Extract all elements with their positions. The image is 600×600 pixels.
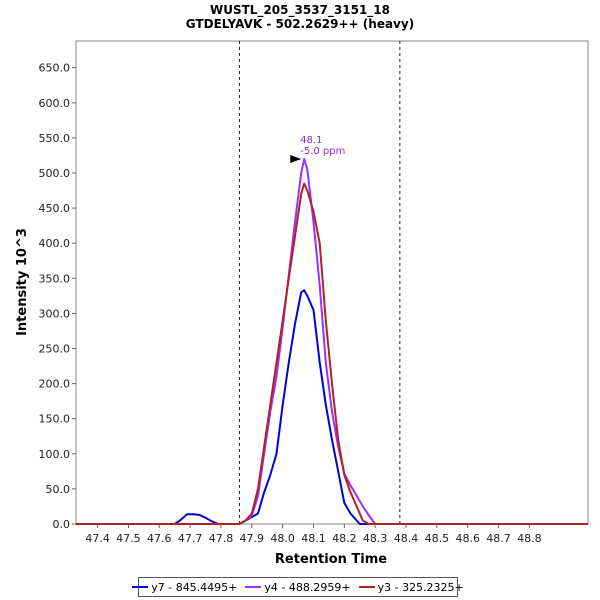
legend-item: y7 - 845.4495+ [132, 581, 237, 594]
legend-label: y7 - 845.4495+ [151, 580, 238, 594]
y-tick-label: 250.0 [39, 342, 71, 355]
chart-subtitle: GTDELYAVK - 502.2629++ (heavy) [185, 17, 415, 31]
plot-area [75, 40, 589, 525]
peak-annotation-ppm: -5.0 ppm [300, 146, 345, 157]
legend-item: y4 - 488.2959+ [245, 580, 351, 594]
y-tick-label: 650.0 [39, 62, 71, 75]
x-tick-label: 48.1 [301, 532, 326, 545]
x-tick-label: 47.6 [147, 532, 172, 545]
y-tick-label: 50.0 [46, 483, 71, 496]
x-axis-label: Retention Time [275, 552, 387, 567]
series-line-1 [76, 289, 588, 525]
y-tick-label: 450.0 [39, 202, 71, 215]
peak-marker-arrow [290, 154, 302, 163]
x-tick-label: 47.8 [209, 532, 234, 545]
y-tick-label: 600.0 [39, 97, 71, 110]
y-tick-label: 300.0 [39, 307, 71, 320]
peak-annotation-rt: 48.1 [300, 135, 322, 146]
legend-swatch [132, 586, 149, 588]
chart-legend: y7 - 845.4495+ y4 - 488.2959+ y3 - 325.232… [132, 577, 464, 597]
legend-swatch [358, 586, 375, 588]
x-tick-label: 47.5 [116, 532, 141, 545]
y-tick-label: 500.0 [39, 167, 71, 180]
y-tick-label: 400.0 [39, 237, 71, 250]
y-tick-label: 150.0 [39, 413, 71, 426]
x-tick-label: 48.8 [517, 532, 542, 545]
y-axis-label: Intensity 10^3 [15, 228, 30, 336]
x-tick-label: 47.9 [240, 532, 265, 545]
y-tick-label: 100.0 [39, 448, 71, 461]
series-line-3 [76, 182, 588, 525]
legend-label: y4 - 488.2959+ [264, 580, 351, 594]
y-tick-label: 0.0 [53, 518, 71, 531]
legend-item: y3 - 325.2325+ [358, 580, 464, 594]
x-tick-label: 48.2 [332, 532, 357, 545]
x-tick-label: 47.4 [85, 532, 110, 545]
y-tick-label: 350.0 [39, 272, 71, 285]
series-line-2 [76, 157, 588, 525]
x-tick-label: 47.7 [178, 532, 203, 545]
x-tick-label: 48.6 [455, 532, 480, 545]
y-tick-label: 200.0 [39, 378, 71, 391]
legend-swatch [245, 586, 262, 588]
x-tick-label: 48.5 [425, 532, 450, 545]
x-tick-label: 48.7 [486, 532, 511, 545]
x-tick-label: 48.0 [270, 532, 295, 545]
y-tick-label: 550.0 [39, 132, 71, 145]
chart-title: WUSTL_205_3537_3151_18 [210, 3, 390, 17]
legend-label: y3 - 325.2325+ [377, 580, 464, 594]
x-tick-label: 48.4 [394, 532, 419, 545]
x-tick-label: 48.3 [363, 532, 388, 545]
